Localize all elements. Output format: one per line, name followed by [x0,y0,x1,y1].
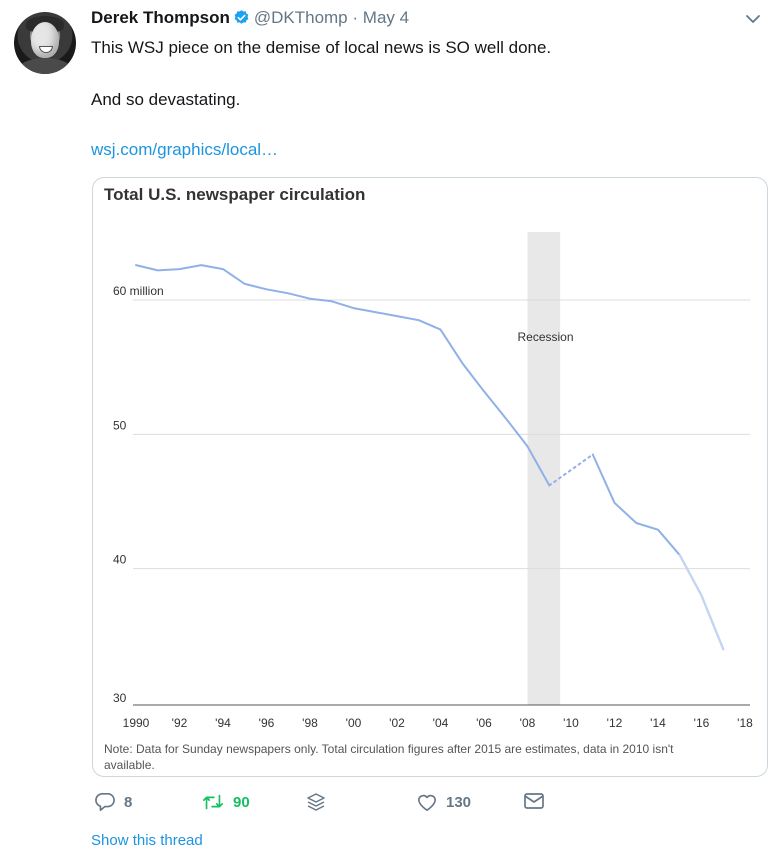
chart-note-line: Note: Data for Sunday newspapers only. T… [104,742,674,756]
series-line-2 [548,453,594,487]
x-tick-label: '08 [520,716,536,730]
tweet-text-line-2: And so devastating. [91,90,241,109]
recession-label: Recession [518,330,574,344]
chart-title: Total U.S. newspaper circulation [104,185,365,204]
x-tick-label: '02 [389,716,405,730]
article-link[interactable]: wsj.com/graphics/local… [91,140,279,159]
heart-icon [418,794,436,811]
series-line-1 [135,264,551,487]
author-name[interactable]: Derek Thompson [91,8,230,27]
x-tick-label: '94 [215,716,231,730]
like-button[interactable]: 130 [416,792,471,812]
circulation-chart: Total U.S. newspaper circulation Recessi… [104,185,753,772]
y-tick-label: 60 million [113,284,164,298]
reply-button[interactable]: 8 [94,792,132,812]
verified-badge-icon [233,9,250,32]
x-tick-label: 1990 [123,716,150,730]
retweet-button[interactable]: 90 [201,792,250,812]
message-button[interactable] [523,792,545,810]
x-tick-label: '06 [476,716,492,730]
separator-dot: · [352,8,359,27]
x-tick-label: '98 [302,716,318,730]
chart-card[interactable]: Total U.S. newspaper circulation Recessi… [92,177,768,777]
recession-band [527,232,561,705]
x-tick-label: '10 [563,716,579,730]
x-tick-label: '00 [346,716,362,730]
estimate-line [678,554,725,651]
stack-icon [307,793,325,811]
y-tick-label: 50 [113,418,127,432]
show-thread-link[interactable]: Show this thread [91,832,203,849]
reply-count: 8 [124,793,133,811]
x-tick-label: '18 [737,716,753,730]
chevron-down-icon[interactable] [745,12,761,30]
author-handle[interactable]: @DKThomp [253,8,348,27]
x-tick-label: '96 [259,716,275,730]
mail-icon [524,793,544,809]
like-count: 130 [446,793,472,811]
retweet-count: 90 [233,793,250,811]
series-line-3 [591,453,725,651]
x-tick-label: '92 [172,716,188,730]
x-tick-label: '14 [650,716,666,730]
avatar[interactable] [14,12,76,74]
retweet-icon [202,794,224,810]
x-tick-label: '04 [433,716,449,730]
tweet-text-line-1: This WSJ piece on the demise of local ne… [91,38,552,57]
tweet-date[interactable]: May 4 [362,8,410,27]
y-tick-label: 40 [113,553,127,567]
x-tick-label: '16 [694,716,710,730]
reply-icon [95,793,115,811]
avatar-shirt [18,58,72,74]
tweet-header: Derek Thompson @DKThomp · May 4 [91,7,409,32]
x-tick-label: '12 [607,716,623,730]
stack-button[interactable] [306,792,326,812]
chart-note-line: available. [104,758,155,772]
y-tick-label: 30 [113,691,127,705]
